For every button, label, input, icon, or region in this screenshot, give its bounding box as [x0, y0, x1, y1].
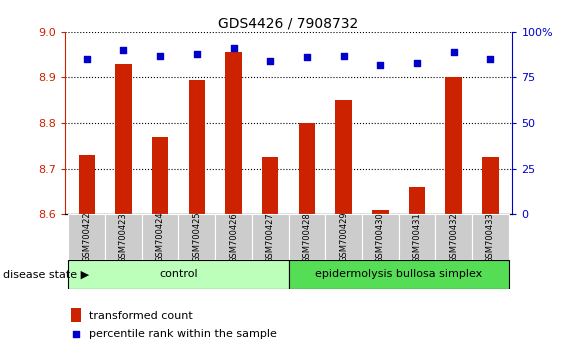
- Bar: [72, 308, 81, 321]
- Bar: [325, 214, 362, 260]
- Point: [339, 53, 348, 58]
- Bar: [252, 214, 289, 260]
- Point: [266, 58, 275, 64]
- Bar: [105, 214, 142, 260]
- Point: [82, 56, 91, 62]
- Text: GSM700424: GSM700424: [155, 212, 164, 263]
- Bar: [69, 214, 105, 260]
- Point: [449, 49, 458, 55]
- Bar: [336, 100, 352, 214]
- Text: GSM700433: GSM700433: [486, 212, 495, 263]
- Bar: [298, 123, 315, 214]
- Text: GSM700427: GSM700427: [266, 212, 275, 263]
- Text: epidermolysis bullosa simplex: epidermolysis bullosa simplex: [315, 269, 482, 279]
- Text: control: control: [159, 269, 198, 279]
- Bar: [472, 214, 508, 260]
- Bar: [178, 214, 215, 260]
- Bar: [115, 64, 132, 214]
- Title: GDS4426 / 7908732: GDS4426 / 7908732: [218, 17, 359, 31]
- Point: [193, 51, 202, 57]
- Text: disease state ▶: disease state ▶: [3, 269, 89, 279]
- Point: [229, 45, 238, 51]
- Bar: [289, 260, 508, 289]
- Text: GSM700426: GSM700426: [229, 212, 238, 263]
- Bar: [215, 214, 252, 260]
- Bar: [152, 137, 168, 214]
- Text: transformed count: transformed count: [90, 310, 193, 321]
- Point: [376, 62, 385, 68]
- Text: GSM700429: GSM700429: [339, 212, 348, 263]
- Text: GSM700428: GSM700428: [302, 212, 311, 263]
- Text: GSM700423: GSM700423: [119, 212, 128, 263]
- Text: GSM700432: GSM700432: [449, 212, 458, 263]
- Bar: [409, 187, 425, 214]
- Bar: [78, 155, 95, 214]
- Bar: [69, 260, 289, 289]
- Text: GSM700430: GSM700430: [376, 212, 385, 263]
- Bar: [225, 52, 242, 214]
- Bar: [289, 214, 325, 260]
- Bar: [362, 214, 399, 260]
- Bar: [482, 157, 499, 214]
- Point: [155, 53, 164, 58]
- Bar: [142, 214, 178, 260]
- Point: [302, 55, 311, 60]
- Bar: [189, 80, 205, 214]
- Text: GSM700431: GSM700431: [413, 212, 422, 263]
- Text: GSM700425: GSM700425: [193, 212, 202, 263]
- Bar: [372, 210, 388, 214]
- Point: [119, 47, 128, 53]
- Bar: [262, 157, 279, 214]
- Point: [413, 60, 422, 66]
- Point: [486, 56, 495, 62]
- Point: [72, 332, 81, 337]
- Bar: [435, 214, 472, 260]
- Bar: [399, 214, 435, 260]
- Bar: [445, 78, 462, 214]
- Text: percentile rank within the sample: percentile rank within the sample: [90, 330, 277, 339]
- Text: GSM700422: GSM700422: [82, 212, 91, 263]
